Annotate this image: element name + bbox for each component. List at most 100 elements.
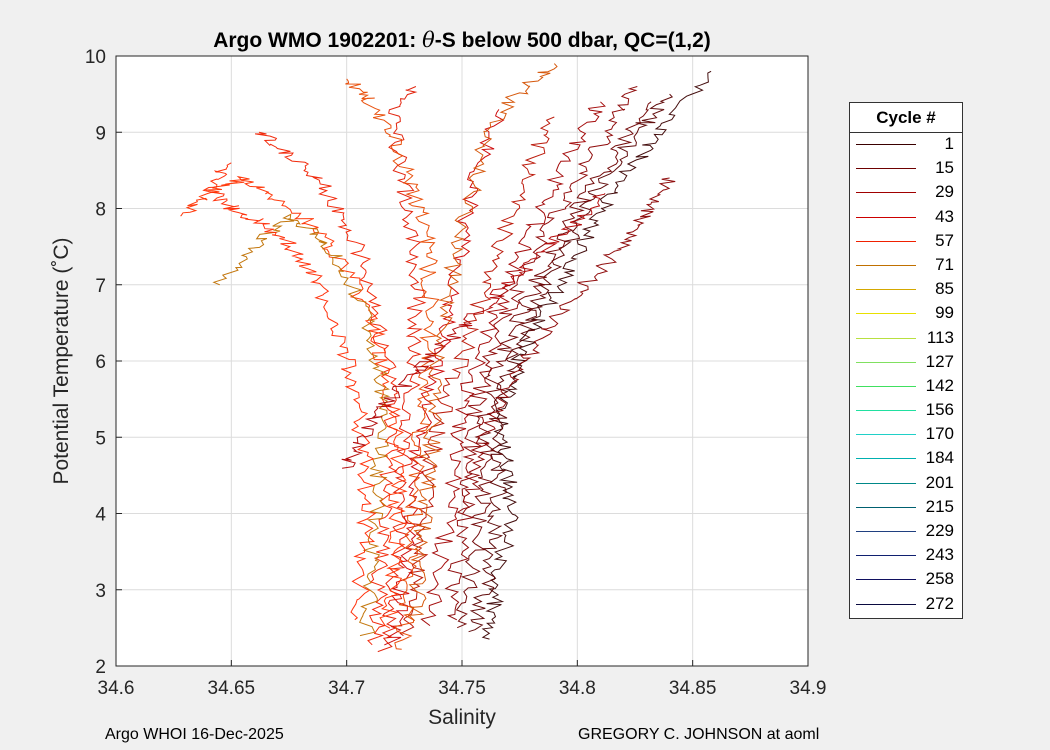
legend-swatch <box>856 579 916 581</box>
legend-label: 29 <box>935 182 954 202</box>
footer-left-credit: Argo WHOI 16-Dec-2025 <box>105 726 284 743</box>
legend-swatch <box>856 240 916 242</box>
legend-label: 113 <box>926 327 954 347</box>
profile-line-8 <box>255 131 401 646</box>
x-tick-label: 34.8 <box>559 678 596 699</box>
legend-entry: 43 <box>850 206 962 230</box>
legend-entry: 85 <box>850 278 962 302</box>
y-tick-label: 6 <box>95 352 106 373</box>
legend-label: 15 <box>935 158 954 178</box>
legend-entries: 1 15 29 43 57 71 85 99 113 127 142 156 170 184 201 215 2… <box>850 133 962 617</box>
legend-swatch <box>856 361 916 363</box>
legend-label: 243 <box>925 545 954 565</box>
profile-line-14 <box>461 177 676 515</box>
profile-lines <box>180 63 712 653</box>
legend-label: 99 <box>935 303 954 323</box>
profile-line-9 <box>180 175 408 629</box>
profile-line-12 <box>407 63 558 622</box>
legend-label: 170 <box>925 424 954 444</box>
legend-entry: 15 <box>850 157 962 181</box>
x-tick-label: 34.9 <box>790 678 827 699</box>
legend-swatch <box>856 434 916 436</box>
y-tick-label: 2 <box>95 657 106 678</box>
x-tick-label: 34.75 <box>438 678 486 699</box>
legend-swatch <box>856 555 916 557</box>
legend-swatch <box>856 192 916 194</box>
y-tick-label: 7 <box>95 276 106 297</box>
legend-entry: 272 <box>850 593 962 617</box>
legend-swatch <box>856 410 916 412</box>
legend-swatch <box>856 506 916 508</box>
y-tick-label: 4 <box>95 505 106 526</box>
legend-swatch <box>856 337 916 339</box>
profile-line-15 <box>341 193 606 469</box>
footer-right-credit: GREGORY C. JOHNSON at aoml <box>578 726 820 743</box>
legend-swatch <box>856 482 916 484</box>
y-tick-label: 10 <box>85 47 106 68</box>
legend-swatch <box>856 385 916 387</box>
legend-swatch <box>856 216 916 218</box>
legend-label: 71 <box>935 254 954 274</box>
x-axis-label: Salinity <box>428 706 496 729</box>
legend-swatch <box>856 264 916 266</box>
legend-swatch <box>856 531 916 532</box>
legend-entry: 229 <box>850 520 962 544</box>
legend-entry: 156 <box>850 399 962 423</box>
profile-line-1 <box>468 93 674 633</box>
legend-entry: 201 <box>850 472 962 496</box>
legend-swatch <box>856 168 916 170</box>
legend-swatch <box>856 144 916 145</box>
legend-entry: 29 <box>850 181 962 205</box>
legend-swatch <box>856 603 916 605</box>
legend-entry: 113 <box>850 327 962 351</box>
legend-label: 142 <box>925 375 954 395</box>
x-tick-label: 34.7 <box>328 678 365 699</box>
legend-swatch <box>856 458 916 460</box>
legend-label: 184 <box>925 448 954 468</box>
legend-entry: 1 <box>850 133 962 157</box>
profile-line-2 <box>455 101 652 629</box>
legend-entry: 99 <box>850 302 962 326</box>
legend-entry: 71 <box>850 254 962 278</box>
legend-entry: 243 <box>850 544 962 568</box>
profile-line-13 <box>202 162 377 621</box>
legend-entry: 170 <box>850 423 962 447</box>
legend-label: 156 <box>925 400 954 420</box>
legend-entry: 184 <box>850 447 962 471</box>
y-tick-label: 3 <box>95 581 106 602</box>
legend-label: 43 <box>935 206 954 226</box>
x-tick-label: 34.6 <box>98 678 135 699</box>
y-axis-label: Potential Temperature (˚C) <box>50 237 73 484</box>
y-tick-label: 8 <box>95 200 106 221</box>
legend-label: 1 <box>944 134 954 153</box>
axis-ticks: 34.6 34.65 34.7 34.75 34.8 34.85 34.9 2 3 4 5 6 7 8 9 1… <box>85 47 827 699</box>
legend-label: 127 <box>925 351 954 371</box>
legend-label: 229 <box>925 521 954 540</box>
legend-label: 201 <box>925 472 954 492</box>
legend-swatch <box>856 289 916 291</box>
legend-label: 272 <box>925 593 954 613</box>
legend-entry: 57 <box>850 230 962 254</box>
legend-entry: 127 <box>850 351 962 375</box>
profile-line-6 <box>384 109 505 646</box>
x-tick-label: 34.85 <box>669 678 717 699</box>
profile-line-7 <box>377 86 427 653</box>
chart-title: Argo WMO 1902201: θ-S below 500 dbar, QC… <box>213 28 711 52</box>
legend: Cycle # 1 15 29 43 57 71 85 99 113 127 142 156 170 18… <box>849 102 963 619</box>
legend-entry: 215 <box>850 496 962 520</box>
profile-line-3 <box>444 86 638 621</box>
legend-label: 215 <box>925 496 954 516</box>
y-tick-label: 5 <box>95 428 106 449</box>
legend-label: 258 <box>925 569 954 589</box>
y-tick-label: 9 <box>95 123 106 144</box>
x-tick-label: 34.65 <box>208 678 256 699</box>
legend-swatch <box>856 313 916 315</box>
legend-title: Cycle # <box>850 103 962 133</box>
legend-entry: 142 <box>850 375 962 399</box>
legend-entry: 258 <box>850 568 962 592</box>
profile-line-10 <box>345 78 440 650</box>
legend-label: 57 <box>935 230 954 250</box>
legend-label: 85 <box>935 279 954 299</box>
profile-line-4 <box>420 101 606 627</box>
